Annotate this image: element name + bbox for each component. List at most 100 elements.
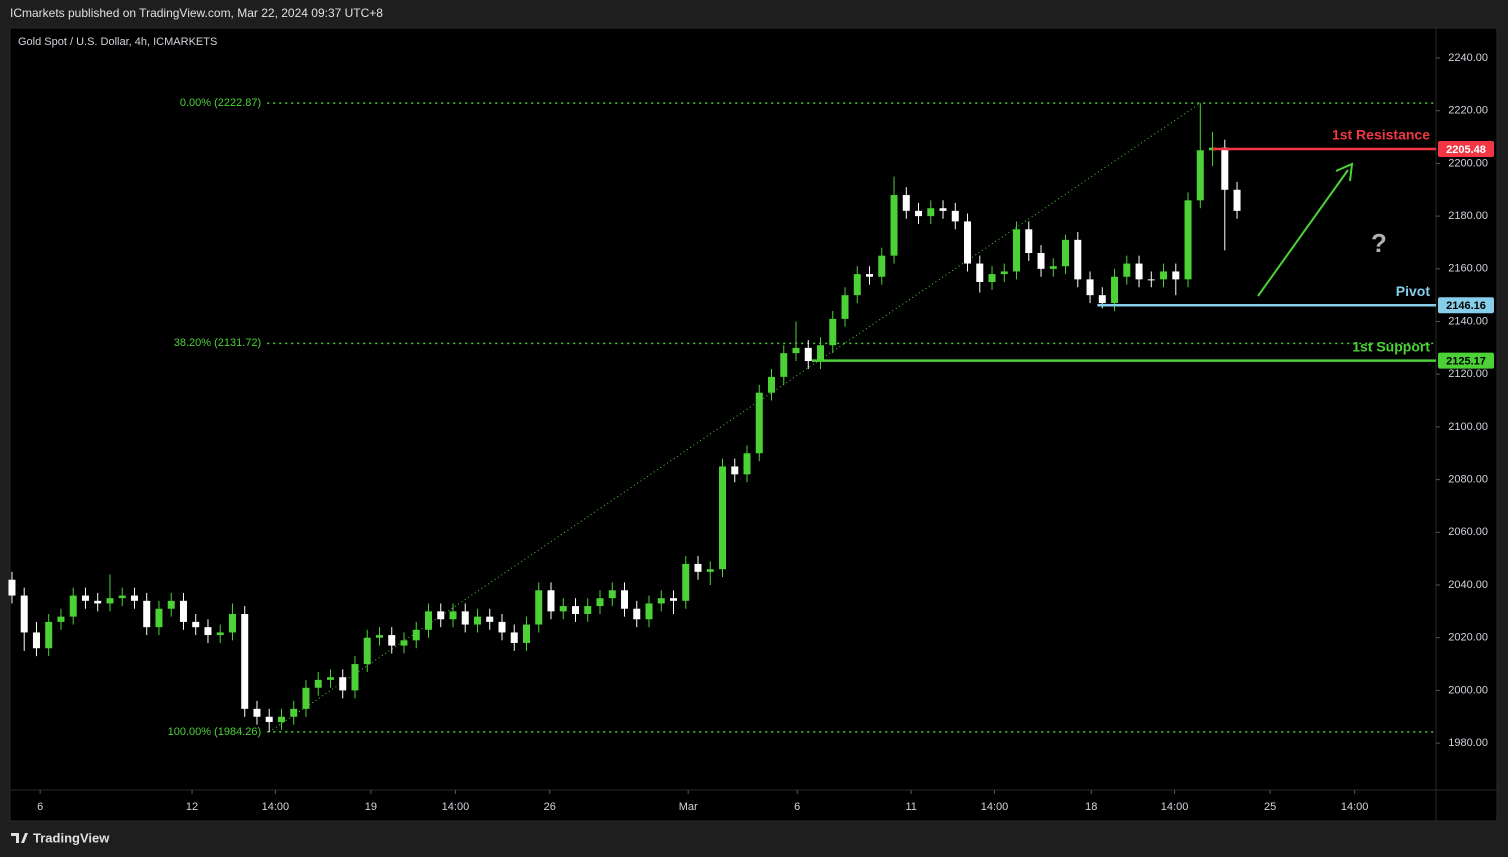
- candle-body: [976, 263, 984, 282]
- candle-body: [927, 208, 935, 217]
- footer-logo: [11, 833, 28, 843]
- plot-frame: [9, 27, 1498, 822]
- price-tag-label: 2205.48: [1446, 144, 1486, 156]
- fib-label: 100.00% (1984.26): [168, 726, 262, 738]
- candle-body: [1123, 263, 1131, 277]
- candle-body: [81, 595, 89, 601]
- candle-body: [351, 664, 359, 691]
- price-tag-label: 2125.17: [1446, 356, 1486, 368]
- candle-body: [670, 598, 678, 601]
- candle-body: [841, 295, 849, 319]
- candle-body: [915, 210, 923, 217]
- price-tag: [1438, 297, 1494, 314]
- candle-body: [1147, 279, 1155, 281]
- candle-body: [241, 613, 249, 709]
- price-tag: [1438, 140, 1494, 157]
- candle-body: [988, 274, 996, 282]
- candle-body: [694, 563, 702, 572]
- candle-body: [731, 466, 739, 475]
- level-name: Pivot: [1396, 283, 1431, 299]
- x-tick-label: Mar: [679, 801, 698, 813]
- candle-body: [1184, 200, 1192, 280]
- candle-body: [424, 611, 432, 630]
- candle-body: [326, 677, 334, 680]
- candle-body: [45, 621, 53, 649]
- candle-body: [768, 376, 776, 393]
- price-tag: [1438, 352, 1494, 369]
- candle-body: [1013, 229, 1021, 272]
- y-tick-label: 2100.00: [1448, 421, 1488, 433]
- fib-label: 0.00% (2222.87): [180, 97, 261, 109]
- candle-body: [302, 687, 310, 709]
- candle-body: [571, 606, 579, 614]
- candle-body: [817, 345, 825, 362]
- candle-body: [1037, 253, 1045, 269]
- candle-body: [902, 195, 910, 211]
- candle-body: [32, 632, 40, 649]
- x-tick-label: 25: [1264, 801, 1276, 813]
- candle-body: [792, 347, 800, 354]
- candle-body: [204, 627, 212, 636]
- candle-body: [608, 590, 616, 599]
- candle-body: [1160, 271, 1168, 280]
- candle-body: [486, 616, 494, 622]
- candle-body: [804, 347, 812, 362]
- candle-body: [522, 624, 530, 643]
- x-tick-label: 14:00: [981, 801, 1009, 813]
- fib-label: 38.20% (2131.72): [174, 337, 261, 349]
- candle-body: [155, 608, 163, 628]
- candle-body: [621, 590, 629, 609]
- candle-body: [130, 595, 138, 601]
- x-tick-label: 26: [544, 801, 556, 813]
- chart-title: Gold Spot / U.S. Dollar, 4h, ICMARKETS: [18, 36, 217, 48]
- candle-body: [473, 616, 481, 625]
- y-tick-label: 2020.00: [1448, 632, 1488, 644]
- candle-body: [400, 640, 408, 646]
- candle-body: [216, 632, 224, 636]
- footer-brand: TradingView: [33, 830, 110, 845]
- candle-body: [375, 635, 383, 638]
- y-tick-label: 2240.00: [1448, 52, 1488, 64]
- candle-body: [890, 195, 898, 256]
- candle-body: [106, 598, 114, 604]
- candle-body: [719, 466, 727, 570]
- question-mark: ?: [1371, 228, 1387, 258]
- candle-body: [1025, 229, 1033, 254]
- x-tick-label: 11: [905, 801, 916, 813]
- candle-body: [388, 635, 396, 646]
- candle-body: [192, 621, 200, 628]
- candle-body: [510, 632, 518, 643]
- x-tick-label: 19: [365, 801, 377, 813]
- candle-body: [1086, 279, 1094, 296]
- candle-body: [498, 621, 506, 633]
- candle-body: [939, 208, 947, 211]
- x-tick-label: 6: [37, 801, 43, 813]
- x-tick-label: 14:00: [442, 801, 470, 813]
- x-tick-label: 12: [186, 801, 198, 813]
- candle-body: [437, 611, 445, 620]
- arrow: [1257, 169, 1349, 297]
- x-tick-label: 14:00: [262, 801, 290, 813]
- candle-body: [8, 579, 16, 596]
- candle-body: [866, 274, 874, 277]
- candle-body: [547, 590, 555, 612]
- candle-body: [1000, 271, 1008, 275]
- publisher: ICmarkets published on TradingView.com, …: [10, 6, 383, 20]
- candle-body: [1098, 295, 1106, 304]
- candle-body: [964, 221, 972, 264]
- arrow-head: [1335, 162, 1354, 182]
- candle-body: [755, 392, 763, 454]
- candle-body: [461, 611, 469, 625]
- x-tick-label: 14:00: [1341, 801, 1369, 813]
- candle-body: [118, 595, 126, 599]
- level-name: 1st Resistance: [1332, 127, 1430, 143]
- y-tick-label: 2040.00: [1448, 579, 1488, 591]
- x-tick-label: 18: [1085, 801, 1097, 813]
- candle-body: [253, 708, 261, 717]
- candle-body: [1111, 276, 1119, 304]
- candle-body: [1135, 263, 1143, 280]
- candle-body: [657, 598, 665, 604]
- candle-body: [69, 595, 77, 617]
- candle-body: [645, 603, 653, 620]
